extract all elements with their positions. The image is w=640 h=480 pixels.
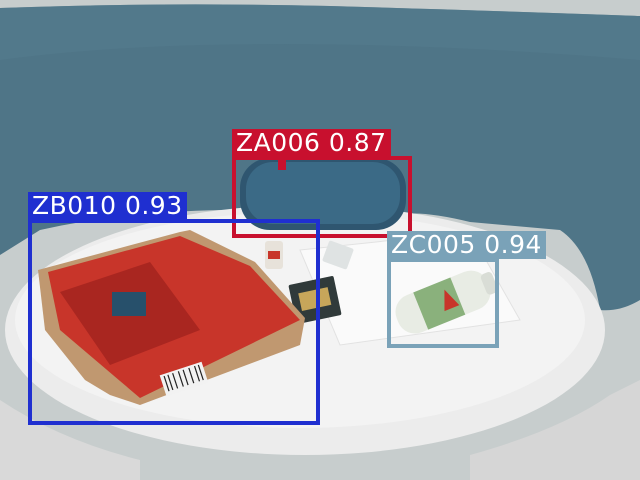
detection-label-za006: ZA006 0.87: [232, 129, 391, 157]
detection-score: 0.87: [328, 128, 387, 157]
detection-class: ZC005: [391, 230, 476, 259]
detection-box-zb010: ZB010 0.93: [28, 192, 320, 425]
detection-class: ZB010: [32, 191, 117, 220]
detection-label-zc005: ZC005 0.94: [387, 231, 546, 259]
detection-box-za006: ZA006 0.87: [232, 129, 412, 238]
detection-class: ZA006: [236, 128, 321, 157]
detection-score: 0.94: [484, 230, 542, 259]
detection-score: 0.93: [124, 191, 183, 220]
detection-box-zc005: ZC005 0.94: [387, 231, 546, 348]
detection-label-zb010: ZB010 0.93: [28, 192, 187, 220]
